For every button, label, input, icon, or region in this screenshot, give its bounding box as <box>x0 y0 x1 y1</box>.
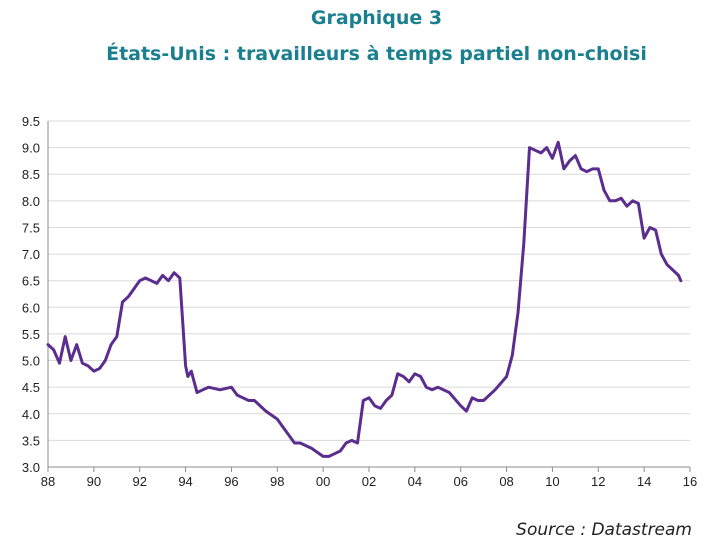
y-tick-label: 4.0 <box>22 407 40 422</box>
y-tick-label: 5.5 <box>22 327 40 342</box>
y-tick-label: 7.0 <box>22 247 40 262</box>
x-tick-label: 06 <box>453 474 467 489</box>
y-tick-label: 9.0 <box>22 141 40 156</box>
y-axis-tick-labels: 3.0 3.5 4.0 4.5 5.0 5.5 6.0 6.5 7.0 7.5 8.0 8.5 9.0 9… <box>22 114 40 475</box>
y-tick-label: 3.0 <box>22 460 40 475</box>
chart-title: Graphique 3 <box>310 7 443 29</box>
plot-area <box>46 140 683 458</box>
x-tick-label: 12 <box>591 474 605 489</box>
x-axis-tick-labels: 88 90 92 94 96 98 00 02 04 06 08 10 12 14 16 <box>41 474 697 489</box>
y-tick-label: 8.0 <box>22 194 40 209</box>
x-tick-label: 08 <box>499 474 513 489</box>
x-tick-label: 98 <box>270 474 284 489</box>
y-tick-label: 7.5 <box>22 220 40 235</box>
y-tick-label: 5.0 <box>22 354 40 369</box>
y-tick-label: 6.0 <box>22 300 40 315</box>
x-tick-label: 96 <box>224 474 238 489</box>
y-tick-label: 6.5 <box>22 274 40 289</box>
x-tick-label: 16 <box>683 474 697 489</box>
chart-subtitle: États-Unis : travailleurs à temps partie… <box>106 43 647 65</box>
x-tick-label: 92 <box>132 474 146 489</box>
x-tick-label: 02 <box>362 474 376 489</box>
x-tick-label: 10 <box>545 474 559 489</box>
axes <box>47 121 691 472</box>
series-line <box>46 140 683 458</box>
source-note: Source : Datastream <box>516 520 692 540</box>
x-tick-label: 94 <box>178 474 192 489</box>
y-tick-label: 9.5 <box>22 114 40 129</box>
y-tick-label: 4.5 <box>22 380 40 395</box>
y-tick-label: 8.5 <box>22 167 40 182</box>
x-tick-label: 90 <box>87 474 101 489</box>
y-tick-label: 3.5 <box>22 433 40 448</box>
x-tick-label: 14 <box>637 474 651 489</box>
x-tick-label: 88 <box>41 474 55 489</box>
x-tick-label: 04 <box>408 474 422 489</box>
x-tick-label: 00 <box>316 474 330 489</box>
gridlines <box>48 120 690 468</box>
